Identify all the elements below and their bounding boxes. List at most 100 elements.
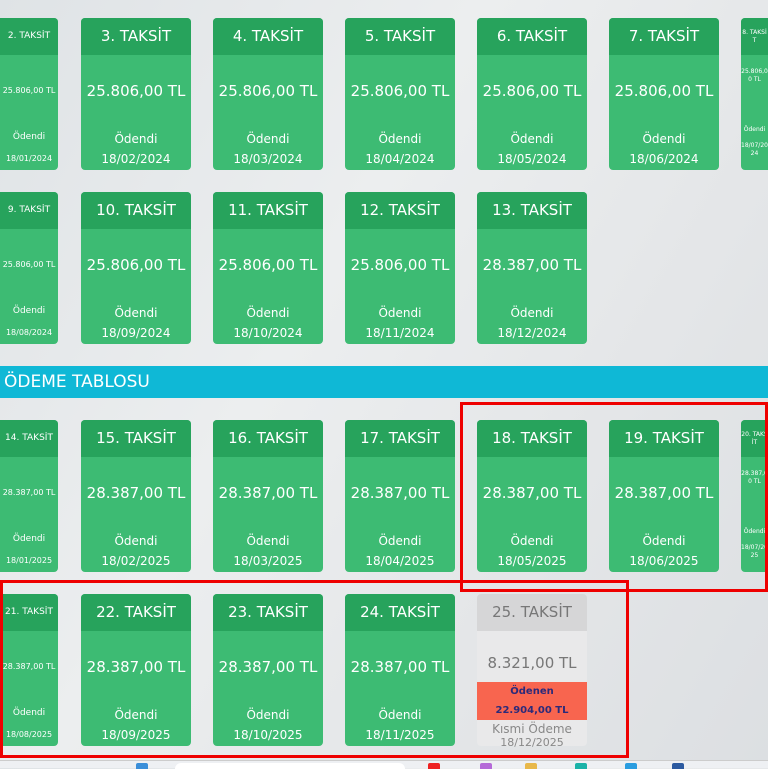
installment-amount: 28.387,00 TL <box>2 662 56 671</box>
installment-title: 10. TAKSİT <box>81 192 191 229</box>
installment-date: 18/02/2024 <box>101 152 171 166</box>
installment-date: 18/03/2024 <box>233 152 303 166</box>
installment-amount: 28.387,00 TL <box>218 658 318 676</box>
installment-date: 18/12/2024 <box>497 326 567 340</box>
installment-date: 18/09/2024 <box>101 326 171 340</box>
installment-date: 18/06/2024 <box>629 152 699 166</box>
installment-date: 18/01/2024 <box>5 154 53 163</box>
installment-amount: 25.806,00 TL <box>350 82 450 100</box>
installment-amount: 28.387,00 TL <box>482 256 582 274</box>
installment-date: 18/11/2024 <box>365 326 435 340</box>
installment-title: 16. TAKSİT <box>213 420 323 457</box>
installment-title: 21. TAKSİT <box>0 594 58 631</box>
installment-card: 8. TAKSİT 25.806,00 TL Ödendi 18/07/2024 <box>741 18 768 170</box>
installment-amount: 25.806,00 TL <box>2 86 56 95</box>
installment-card: 16. TAKSİT 28.387,00 TL Ödendi 18/03/2025 <box>213 420 323 572</box>
installment-status: Ödendi <box>114 132 158 146</box>
installment-title: 11. TAKSİT <box>213 192 323 229</box>
installment-card: 9. TAKSİT 25.806,00 TL Ödendi 18/08/2024 <box>0 192 58 344</box>
section-title: ÖDEME TABLOSU <box>4 372 150 392</box>
installment-status: Ödendi <box>510 132 554 146</box>
app-icon[interactable] <box>672 763 684 769</box>
installment-status: Ödendi <box>510 306 554 320</box>
installment-title: 20. TAKSİT <box>741 420 768 457</box>
installment-date: 18/10/2024 <box>233 326 303 340</box>
installment-title: 18. TAKSİT <box>477 420 587 457</box>
paid-amount: 22.904,00 TL <box>495 705 569 716</box>
installment-title: 22. TAKSİT <box>81 594 191 631</box>
installment-title: 17. TAKSİT <box>345 420 455 457</box>
installment-status: Ödendi <box>114 306 158 320</box>
installment-amount: 25.806,00 TL <box>218 256 318 274</box>
installment-status: Ödendi <box>246 132 290 146</box>
opera-icon[interactable] <box>428 763 440 769</box>
installment-status: Ödendi <box>246 534 290 548</box>
installment-card: 10. TAKSİT 25.806,00 TL Ödendi 18/09/2024 <box>81 192 191 344</box>
installment-card: 18. TAKSİT 28.387,00 TL Ödendi 18/05/2025 <box>477 420 587 572</box>
installment-date: 18/12/2025 <box>500 736 564 749</box>
folder-icon[interactable] <box>525 763 537 769</box>
highlight-box-lower <box>0 580 629 758</box>
installment-card: 4. TAKSİT 25.806,00 TL Ödendi 18/03/2024 <box>213 18 323 170</box>
installment-status: Ödendi <box>378 708 422 722</box>
installment-amount: 28.387,00 TL <box>482 484 582 502</box>
installment-status: Ödendi <box>743 126 766 133</box>
installment-card: 12. TAKSİT 25.806,00 TL Ödendi 18/11/2024 <box>345 192 455 344</box>
installment-amount: 28.387,00 TL <box>2 488 56 497</box>
installment-title: 12. TAKSİT <box>345 192 455 229</box>
installment-status: Ödendi <box>12 306 46 316</box>
installment-amount: 25.806,00 TL <box>614 82 714 100</box>
installment-card: 11. TAKSİT 25.806,00 TL Ödendi 18/10/2024 <box>213 192 323 344</box>
installment-card: 17. TAKSİT 28.387,00 TL Ödendi 18/04/2025 <box>345 420 455 572</box>
installment-amount: 25.806,00 TL <box>86 256 186 274</box>
paid-label: Ödenen <box>510 686 554 697</box>
installment-title: 23. TAKSİT <box>213 594 323 631</box>
installment-card: 14. TAKSİT 28.387,00 TL Ödendi 18/01/2025 <box>0 420 58 572</box>
installment-date: 18/09/2025 <box>101 728 171 742</box>
installment-date: 18/06/2025 <box>629 554 699 568</box>
installment-card: 22. TAKSİT 28.387,00 TL Ödendi 18/09/2025 <box>81 594 191 746</box>
installment-amount: 28.387,00 TL <box>218 484 318 502</box>
app-icon[interactable] <box>575 763 587 769</box>
installment-date: 18/04/2025 <box>365 554 435 568</box>
installment-title: 6. TAKSİT <box>477 18 587 55</box>
installment-title: 13. TAKSİT <box>477 192 587 229</box>
installment-card: 6. TAKSİT 25.806,00 TL Ödendi 18/05/2024 <box>477 18 587 170</box>
taskbar <box>0 760 768 769</box>
installment-date: 18/10/2025 <box>233 728 303 742</box>
installment-card: 20. TAKSİT 28.387,00 TL Ödendi 18/07/2025 <box>741 420 768 572</box>
installment-date: 18/03/2025 <box>233 554 303 568</box>
installment-amount: 25.806,00 TL <box>86 82 186 100</box>
installment-amount: 28.387,00 TL <box>350 484 450 502</box>
edge-icon[interactable] <box>625 763 637 769</box>
installment-status: Ödendi <box>12 534 46 544</box>
installment-amount: 28.387,00 TL <box>86 658 186 676</box>
installment-status: Ödendi <box>378 132 422 146</box>
installment-date: 18/04/2024 <box>365 152 435 166</box>
paid-amount-badge: Ödenen 22.904,00 TL <box>477 682 587 720</box>
installment-date: 18/08/2025 <box>5 730 53 739</box>
installment-status: Ödendi <box>642 534 686 548</box>
installment-date: 18/07/2025 <box>741 544 768 559</box>
installment-title: 8. TAKSİT <box>741 18 768 55</box>
installment-amount: 25.806,00 TL <box>350 256 450 274</box>
installment-card: 15. TAKSİT 28.387,00 TL Ödendi 18/02/2025 <box>81 420 191 572</box>
installment-amount: 25.806,00 TL <box>218 82 318 100</box>
installment-title: 2. TAKSİT <box>0 18 58 55</box>
installment-date: 18/02/2025 <box>101 554 171 568</box>
installment-title: 24. TAKSİT <box>345 594 455 631</box>
installment-status: Ödendi <box>114 534 158 548</box>
installment-status: Ödendi <box>743 528 766 535</box>
installment-title: 14. TAKSİT <box>0 420 58 457</box>
installment-status: Ödendi <box>114 708 158 722</box>
installment-amount: 25.806,00 TL <box>482 82 582 100</box>
installment-date: 18/08/2024 <box>5 328 53 337</box>
installment-date: 18/05/2025 <box>497 554 567 568</box>
app-icon[interactable] <box>480 763 492 769</box>
installment-amount: 28.387,00 TL <box>350 658 450 676</box>
taskbar-search-input[interactable] <box>175 763 405 769</box>
installment-card: 3. TAKSİT 25.806,00 TL Ödendi 18/02/2024 <box>81 18 191 170</box>
installment-date: 18/01/2025 <box>5 556 53 565</box>
windows-start-icon[interactable] <box>136 763 148 769</box>
installment-card: 25. TAKSİT 8.321,00 TL Ödenen 22.904,00 TL… <box>477 594 587 749</box>
